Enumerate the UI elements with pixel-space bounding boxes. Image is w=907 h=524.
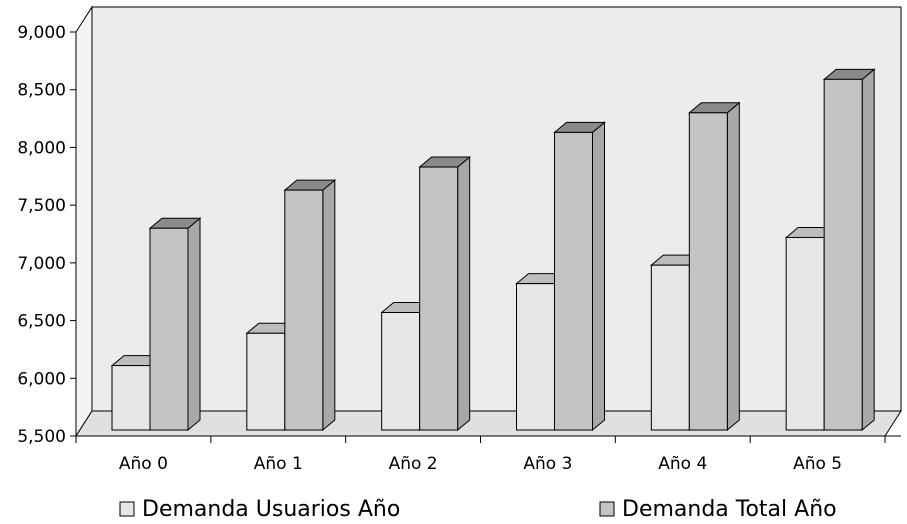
y-tick-label: 9,000 bbox=[17, 23, 66, 43]
bar-1-3 bbox=[515, 272, 568, 432]
bar-front bbox=[516, 283, 555, 431]
y-tick-label: 7,500 bbox=[17, 196, 66, 216]
bar-front bbox=[149, 227, 189, 431]
y-tick-label: 6,500 bbox=[17, 312, 66, 332]
bar-front bbox=[554, 131, 593, 431]
y-tick-label: 7,000 bbox=[17, 254, 66, 274]
bar-side bbox=[322, 179, 336, 432]
bar-front bbox=[111, 365, 151, 431]
y-axis: 5,500 6,000 6,500 7,000 7,500 8,000 8,500 9,000 bbox=[17, 23, 77, 447]
bar-2-4 bbox=[687, 101, 741, 432]
bar-side bbox=[592, 121, 605, 432]
bar-front bbox=[785, 236, 825, 431]
bar-front bbox=[650, 264, 690, 431]
y-tick-label: 6,000 bbox=[17, 369, 66, 389]
bar-2-0 bbox=[148, 217, 202, 432]
y-tick-label: 8,500 bbox=[17, 81, 66, 101]
bar-side bbox=[861, 68, 875, 432]
bar-front bbox=[381, 311, 421, 431]
bar-2-1 bbox=[283, 179, 337, 432]
x-tick-label: Año 1 bbox=[254, 454, 303, 474]
bar-side bbox=[457, 155, 471, 432]
x-tick-label: Año 3 bbox=[523, 454, 572, 474]
legend: Demanda Usuarios Año Demanda Total Año bbox=[119, 497, 837, 522]
legend-swatch bbox=[119, 501, 135, 517]
legend-item-1: Demanda Usuarios Año bbox=[119, 497, 400, 522]
legend-swatch bbox=[599, 501, 615, 517]
legend-label: Demanda Total Año bbox=[622, 497, 837, 522]
legend-item-2: Demanda Total Año bbox=[599, 497, 837, 522]
y-tick-label: 5,500 bbox=[17, 427, 66, 447]
x-tick-label: Año 4 bbox=[658, 454, 707, 474]
y-tick-label: 8,000 bbox=[17, 138, 66, 158]
bar-front bbox=[284, 189, 324, 431]
bars bbox=[110, 68, 876, 432]
side-wall bbox=[75, 5, 93, 438]
bar-2-2 bbox=[418, 155, 472, 432]
bar-front bbox=[419, 166, 459, 431]
bar-side bbox=[187, 217, 201, 432]
x-tick-label: Año 0 bbox=[119, 454, 168, 474]
bar-2-3 bbox=[553, 121, 606, 432]
bar-front bbox=[823, 78, 863, 431]
bar-front bbox=[246, 332, 286, 431]
legend-label: Demanda Usuarios Año bbox=[142, 497, 400, 522]
bar-front bbox=[688, 112, 728, 431]
x-axis: Año 0 Año 1 Año 2 Año 3 Año 4 Año 5 bbox=[75, 435, 901, 474]
back-wall bbox=[91, 6, 902, 412]
bar-2-5 bbox=[822, 68, 876, 432]
x-tick-label: Año 5 bbox=[793, 454, 842, 474]
bar-side bbox=[726, 101, 740, 432]
x-tick-label: Año 2 bbox=[389, 454, 438, 474]
